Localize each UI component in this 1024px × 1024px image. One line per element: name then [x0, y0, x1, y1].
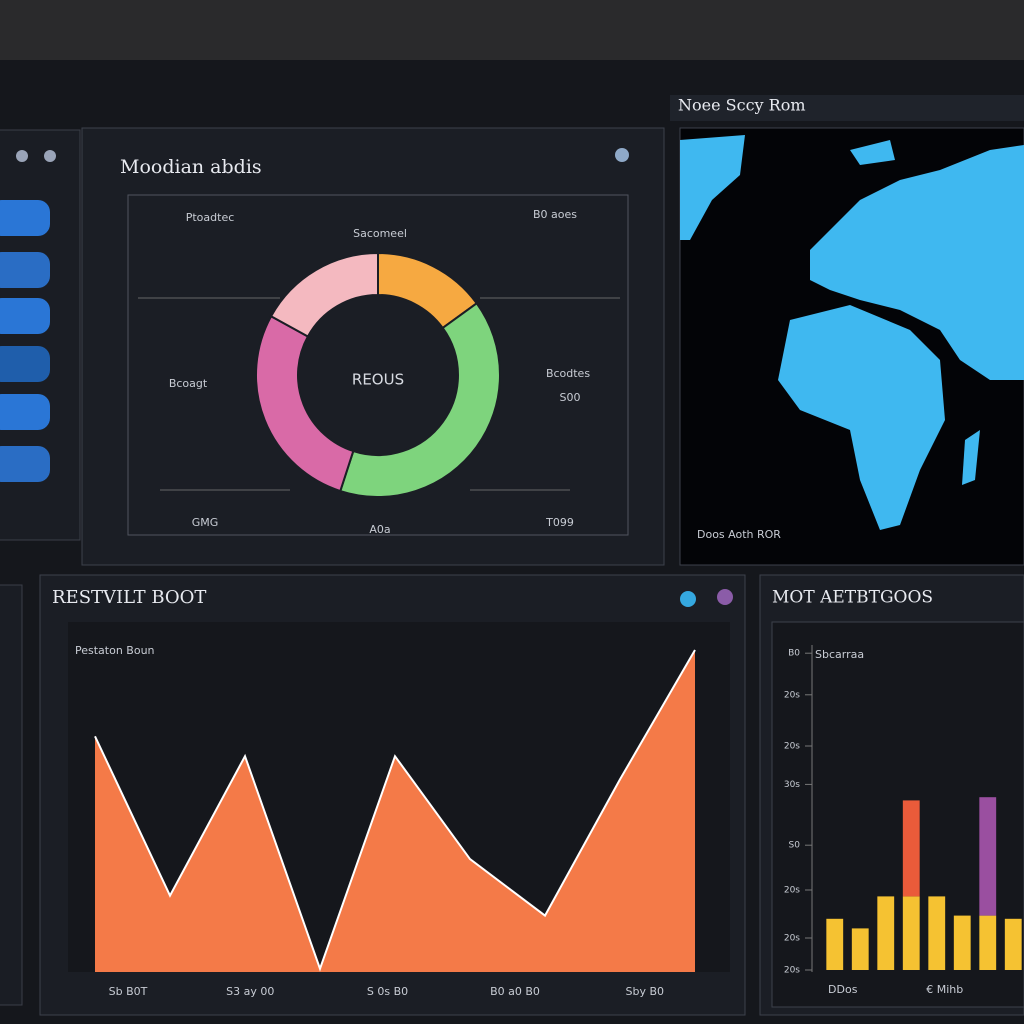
side-button[interactable] [0, 298, 50, 334]
area-line [94, 649, 696, 972]
annotation: Sacomeel [353, 227, 407, 240]
x-tick-label: DDos [828, 983, 858, 996]
panel-title: Moodian abdis [120, 156, 262, 178]
y-tick-label: 20s [784, 886, 800, 896]
x-tick-label: Sby B0 [625, 985, 664, 998]
side-button[interactable] [0, 200, 50, 236]
icon [16, 150, 28, 162]
donut-segment [339, 301, 501, 498]
bar [979, 915, 997, 970]
donut-segment [269, 251, 379, 338]
annotation: GMG [192, 516, 219, 529]
map-footer: Doos Aoth ROR [697, 528, 781, 541]
icon [44, 150, 56, 162]
annotation: Bcoagt [169, 377, 208, 390]
annotation: T099 [545, 516, 574, 529]
area [95, 650, 695, 972]
panel-title: RESTVILT BOOT [52, 587, 206, 608]
annotation: A0a [369, 523, 390, 536]
side-panel [0, 584, 23, 1006]
panel [81, 127, 665, 566]
chart-frame [127, 194, 629, 536]
map-land [680, 135, 1024, 530]
chart-subtitle: Sbcarraa [815, 648, 864, 661]
bar [979, 797, 997, 916]
side-button[interactable] [0, 252, 50, 288]
y-tick-label: 20s [784, 966, 800, 976]
bar [1004, 918, 1022, 970]
bar [902, 896, 920, 970]
center-label: REOUS [352, 371, 404, 389]
y-tick-label: S0 [789, 841, 801, 851]
x-tick-label: € Mihb [926, 983, 963, 996]
bar [851, 928, 869, 970]
x-tick-label: S 0s B0 [367, 985, 408, 998]
chart-subtitle: Pestaton Boun [75, 644, 155, 657]
y-tick-label: B0 [788, 649, 800, 659]
y-tick-label: 20s [784, 934, 800, 944]
bar [953, 915, 971, 970]
map-header [670, 95, 1024, 121]
side-button[interactable] [0, 346, 50, 382]
bar [902, 800, 920, 897]
map-title: Noee Sccy Rom [678, 96, 806, 115]
bar [877, 896, 895, 970]
donut-segment [255, 314, 355, 493]
y-tick-label: 20s [784, 690, 800, 700]
annotation: B0 aoes [533, 208, 577, 221]
bar [928, 896, 946, 970]
x-tick-label: B0 a0 B0 [490, 985, 540, 998]
y-tick-label: 30s [784, 780, 800, 790]
info-icon[interactable] [615, 148, 629, 162]
bar [826, 918, 844, 970]
icon-button[interactable] [717, 589, 733, 605]
annotation: S00 [560, 391, 581, 404]
annotation: Bcodtes [546, 367, 590, 380]
x-tick-label: Sb B0T [109, 985, 148, 998]
annotation: Ptoadtec [186, 211, 235, 224]
side-button[interactable] [0, 446, 50, 482]
side-button[interactable] [0, 394, 50, 430]
x-tick-label: S3 ay 00 [226, 985, 274, 998]
top-bar [0, 0, 1024, 60]
panel-title: MOT AETBTGOOS [772, 588, 933, 608]
icon-button[interactable] [680, 591, 696, 607]
y-tick-label: 20s [784, 742, 800, 752]
